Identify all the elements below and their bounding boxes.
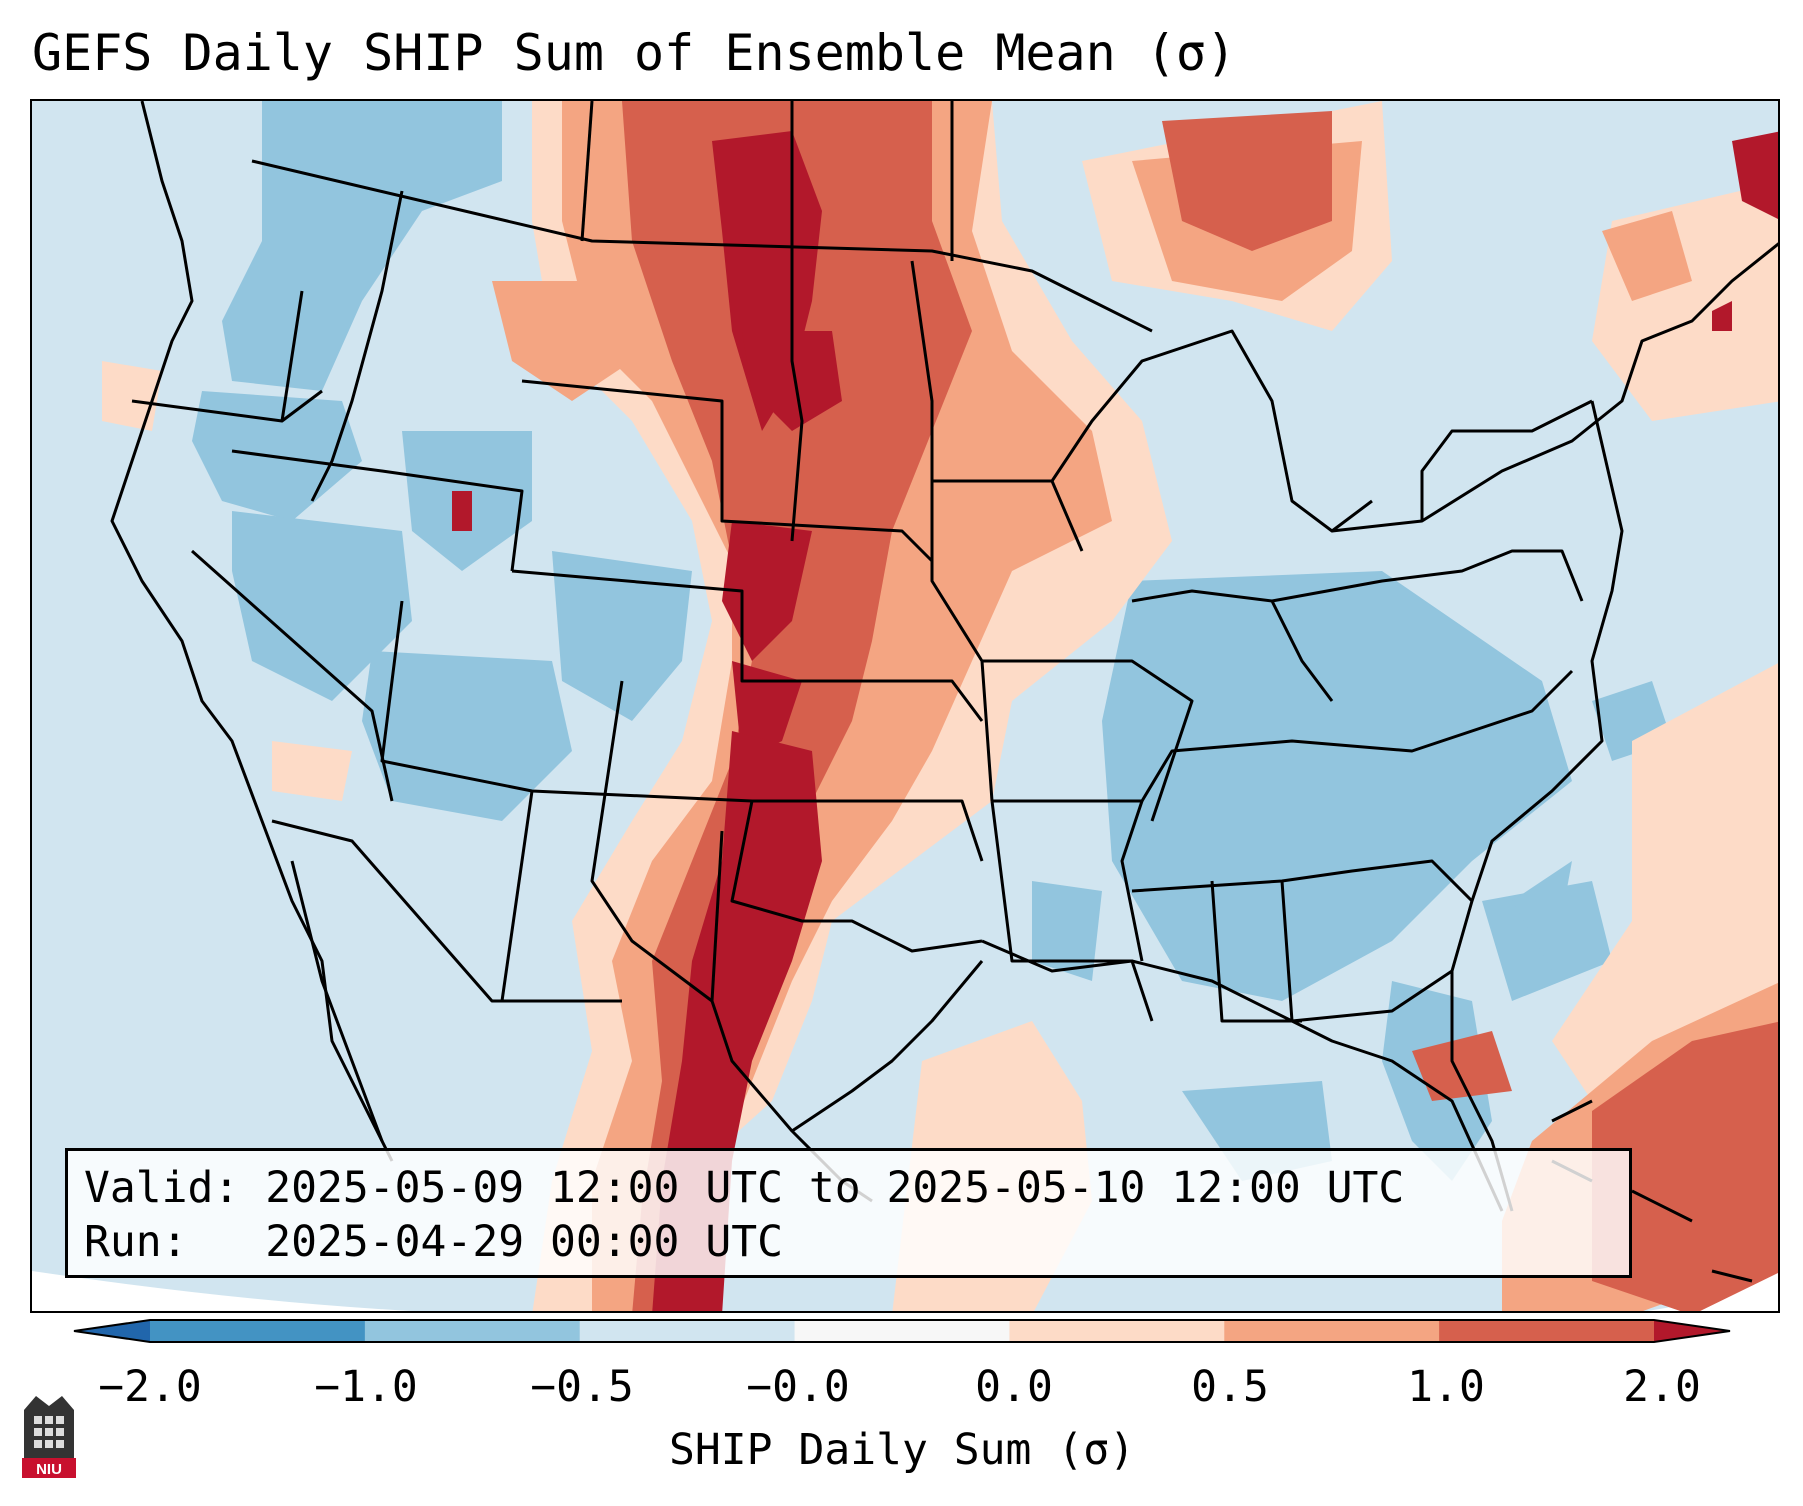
colorbar-tick-label: −1.0: [314, 1362, 418, 1412]
colorbar-segment: [1009, 1320, 1225, 1342]
logo-text: NIU: [36, 1461, 62, 1478]
colorbar-tick-label: −0.5: [530, 1362, 634, 1412]
run-time-text: Run: 2025-04-29 00:00 UTC: [84, 1217, 783, 1267]
colorbar-segments: [74, 1320, 1730, 1342]
valid-time-text: Valid: 2025-05-09 12:00 UTC to 2025-05-1…: [84, 1163, 1405, 1213]
colorbar-tick-label: −0.0: [746, 1362, 850, 1412]
niu-logo: NIU: [22, 1396, 76, 1478]
colorbar-label: SHIP Daily Sum (σ): [669, 1425, 1135, 1475]
colorbar: [73, 1319, 1731, 1343]
colorbar-tick-label: 1.0: [1407, 1362, 1485, 1412]
boundaries: [110, 101, 1778, 1283]
colorbar-segment: [364, 1320, 581, 1342]
info-box: Valid: 2025-05-09 12:00 UTC to 2025-05-1…: [65, 1148, 1632, 1278]
colorbar-tick-label: 0.5: [1191, 1362, 1269, 1412]
colorbar-segment: [150, 1320, 366, 1342]
colorbar-segment: [1439, 1320, 1655, 1342]
ship-field-map: [32, 101, 1778, 1311]
projection-edge: [32, 1271, 413, 1311]
colorbar-segment: [794, 1320, 1010, 1342]
chart-title: GEFS Daily SHIP Sum of Ensemble Mean (σ): [32, 24, 1237, 82]
colorbar-tick-label: 2.0: [1623, 1362, 1701, 1412]
colorbar-tick-label: 0.0: [975, 1362, 1053, 1412]
colorbar-extend-low: [74, 1320, 150, 1342]
colorbar-tick-label: −2.0: [98, 1362, 202, 1412]
colorbar-outline: [73, 1319, 1731, 1343]
colorbar-segment: [1224, 1320, 1440, 1342]
projection-edge-right: [1646, 1272, 1778, 1311]
map-panel: [30, 99, 1780, 1313]
colorbar-extend-high: [1654, 1320, 1730, 1342]
colorbar-segment: [579, 1320, 796, 1342]
